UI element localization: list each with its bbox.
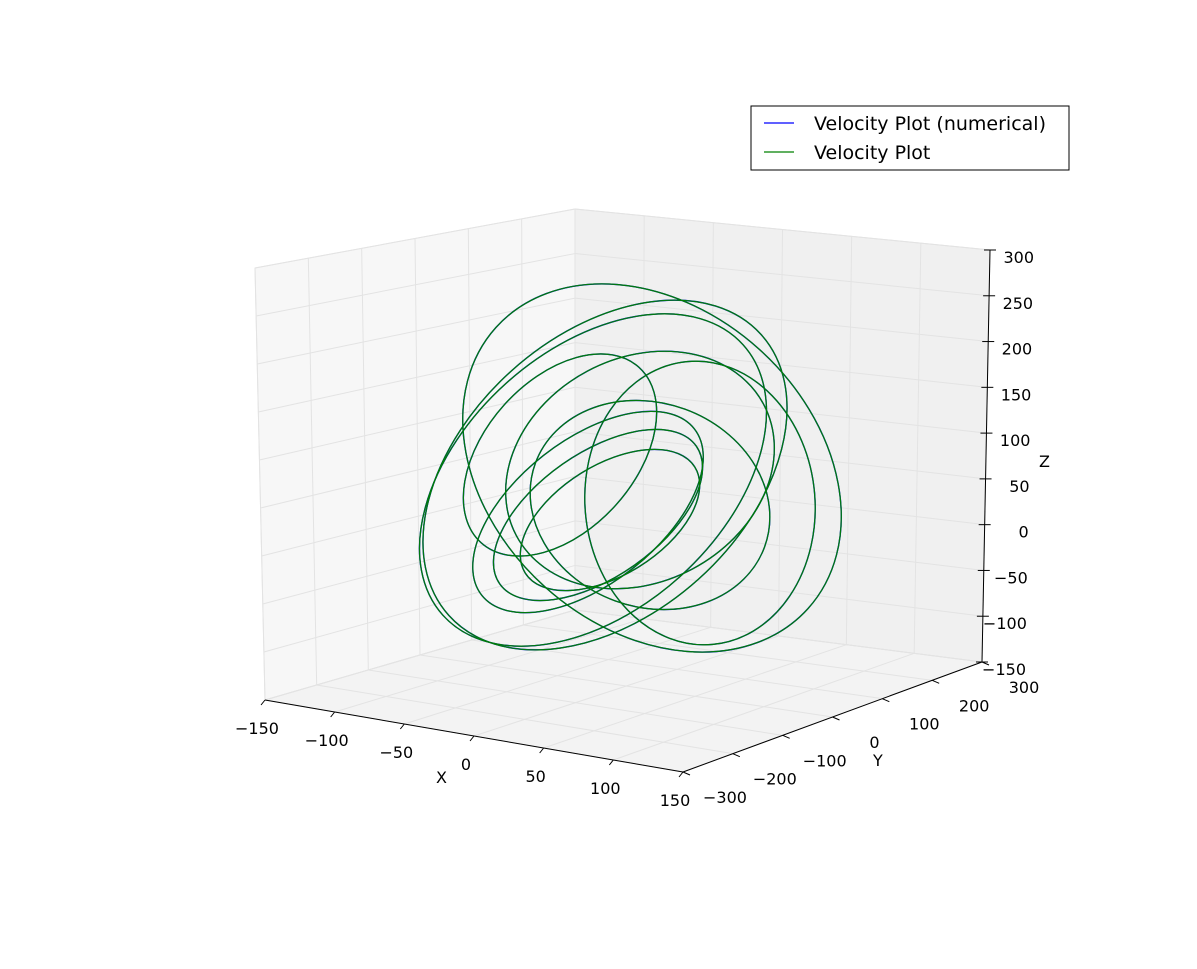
series-1-loop-9 bbox=[505, 350, 775, 590]
legend-label-analytic: Velocity Plot bbox=[814, 142, 930, 164]
left-grid-z-0 bbox=[264, 609, 576, 701]
right-grid-z-2 bbox=[574, 520, 984, 571]
left-grid-z-6 bbox=[258, 342, 576, 413]
x-tick-label-5: 100 bbox=[590, 779, 621, 798]
left-grid-z-8 bbox=[256, 253, 576, 317]
z-tick-label-9: 300 bbox=[1003, 248, 1034, 267]
z-tick-label-6: 150 bbox=[1001, 385, 1032, 404]
left-grid-z-5 bbox=[259, 386, 576, 461]
series-1-loop-3 bbox=[462, 353, 658, 557]
left-grid-y-4 bbox=[467, 228, 473, 641]
x-tick-label-4: 50 bbox=[525, 767, 545, 786]
y-axis-ticks: −300 −200 −100 0 100 200 300 bbox=[682, 661, 1040, 807]
left-grid-z-9 bbox=[254, 208, 576, 269]
x-axis-ticks: −150 −100 −50 0 50 100 150 bbox=[235, 699, 691, 810]
x-tick-4 bbox=[539, 747, 545, 754]
series-1-loop-2 bbox=[418, 313, 768, 647]
y-tick-5 bbox=[931, 679, 940, 684]
axes-3d bbox=[254, 208, 991, 773]
z-axis-line bbox=[981, 249, 991, 663]
right-grid-z-8 bbox=[574, 253, 990, 297]
x-tick-1 bbox=[330, 711, 336, 718]
z-tick-label-4: 50 bbox=[1009, 477, 1029, 496]
legend: Velocity Plot (numerical) Velocity Plot bbox=[750, 105, 1070, 171]
x-tick-label-6: 150 bbox=[660, 791, 691, 810]
left-grid-z-4 bbox=[260, 431, 576, 509]
right-grid-z-7 bbox=[574, 297, 989, 343]
y-tick-label-2: −100 bbox=[803, 751, 847, 770]
z-tick-label-1: −100 bbox=[983, 614, 1027, 633]
x-tick-2 bbox=[399, 723, 405, 730]
y-tick-2 bbox=[782, 734, 790, 739]
y-tick-label-4: 100 bbox=[909, 715, 940, 734]
z-axis-ticks: −150 −100 −50 0 50 100 150 200 250 300 bbox=[976, 248, 1034, 679]
series-1-loop-8 bbox=[584, 360, 816, 646]
series-1-loop-7 bbox=[529, 399, 771, 611]
x-tick-3 bbox=[469, 735, 475, 742]
y-tick-label-5: 200 bbox=[959, 696, 990, 715]
right-grid-x-1 bbox=[642, 215, 645, 619]
left-grid-y-2 bbox=[361, 248, 369, 671]
y-tick-label-3: 0 bbox=[869, 733, 879, 752]
x-tick-6 bbox=[678, 771, 684, 778]
y-tick-label-0: −300 bbox=[703, 788, 747, 807]
right-grid-x-4 bbox=[845, 236, 853, 645]
floor-grid-y-5 bbox=[523, 624, 933, 681]
right-grid-z-5 bbox=[574, 386, 987, 434]
x-tick-label-2: −50 bbox=[379, 743, 413, 762]
x-tick-label-3: 0 bbox=[461, 755, 471, 774]
left-grid-z-7 bbox=[257, 297, 576, 365]
y-tick-3 bbox=[832, 716, 840, 721]
floor-grid-y-2 bbox=[368, 669, 783, 736]
legend-label-numerical: Velocity Plot (numerical) bbox=[814, 113, 1046, 135]
y-tick-label-6: 300 bbox=[1009, 678, 1040, 697]
left-grid-y-5 bbox=[521, 218, 524, 626]
series-1-loop-5 bbox=[492, 428, 704, 602]
right-grid-z-1 bbox=[574, 564, 983, 617]
series-1-loop-1 bbox=[422, 299, 788, 651]
series-1-loop-6 bbox=[519, 448, 701, 592]
z-tick-label-3: 0 bbox=[1018, 523, 1028, 542]
z-tick-label-0: −150 bbox=[982, 660, 1026, 679]
left-grid-y-0 bbox=[254, 267, 266, 701]
series-1 bbox=[418, 283, 842, 653]
x-tick-0 bbox=[260, 699, 266, 706]
z-tick-label-7: 200 bbox=[1002, 340, 1033, 359]
left-grid-z-2 bbox=[262, 520, 576, 605]
y-tick-0 bbox=[682, 771, 691, 776]
z-tick-label-5: 100 bbox=[1000, 431, 1031, 450]
z-tick-label-8: 250 bbox=[1003, 294, 1034, 313]
y-axis-label: Y bbox=[872, 751, 883, 770]
y-tick-4 bbox=[882, 698, 890, 703]
right-grid-x-5 bbox=[913, 243, 922, 654]
x-tick-label-1: −100 bbox=[305, 731, 349, 750]
x-tick-label-0: −150 bbox=[235, 719, 279, 738]
left-grid-z-3 bbox=[261, 475, 576, 557]
z-tick-label-2: −50 bbox=[994, 568, 1028, 587]
x-tick-5 bbox=[608, 759, 614, 766]
trajectory-plot bbox=[418, 283, 842, 653]
right-grid-x-2 bbox=[710, 222, 714, 628]
legend-box bbox=[750, 105, 1070, 171]
floor-grid-y-1 bbox=[316, 684, 733, 755]
left-grid-y-3 bbox=[414, 238, 421, 656]
y-tick-label-1: −200 bbox=[753, 770, 797, 789]
right-grid-z-9 bbox=[574, 208, 991, 251]
z-axis-label: Z bbox=[1039, 452, 1050, 471]
series-1-loop-4 bbox=[472, 410, 704, 614]
right-grid-x-3 bbox=[778, 229, 783, 637]
y-tick-1 bbox=[732, 753, 741, 758]
floor-grid-y-3 bbox=[419, 654, 833, 718]
x-axis-label: X bbox=[436, 768, 447, 787]
left-grid-z-1 bbox=[263, 564, 576, 653]
right-grid-z-3 bbox=[574, 475, 985, 526]
right-grid-z-6 bbox=[574, 342, 988, 388]
left-grid-y-1 bbox=[307, 258, 318, 686]
